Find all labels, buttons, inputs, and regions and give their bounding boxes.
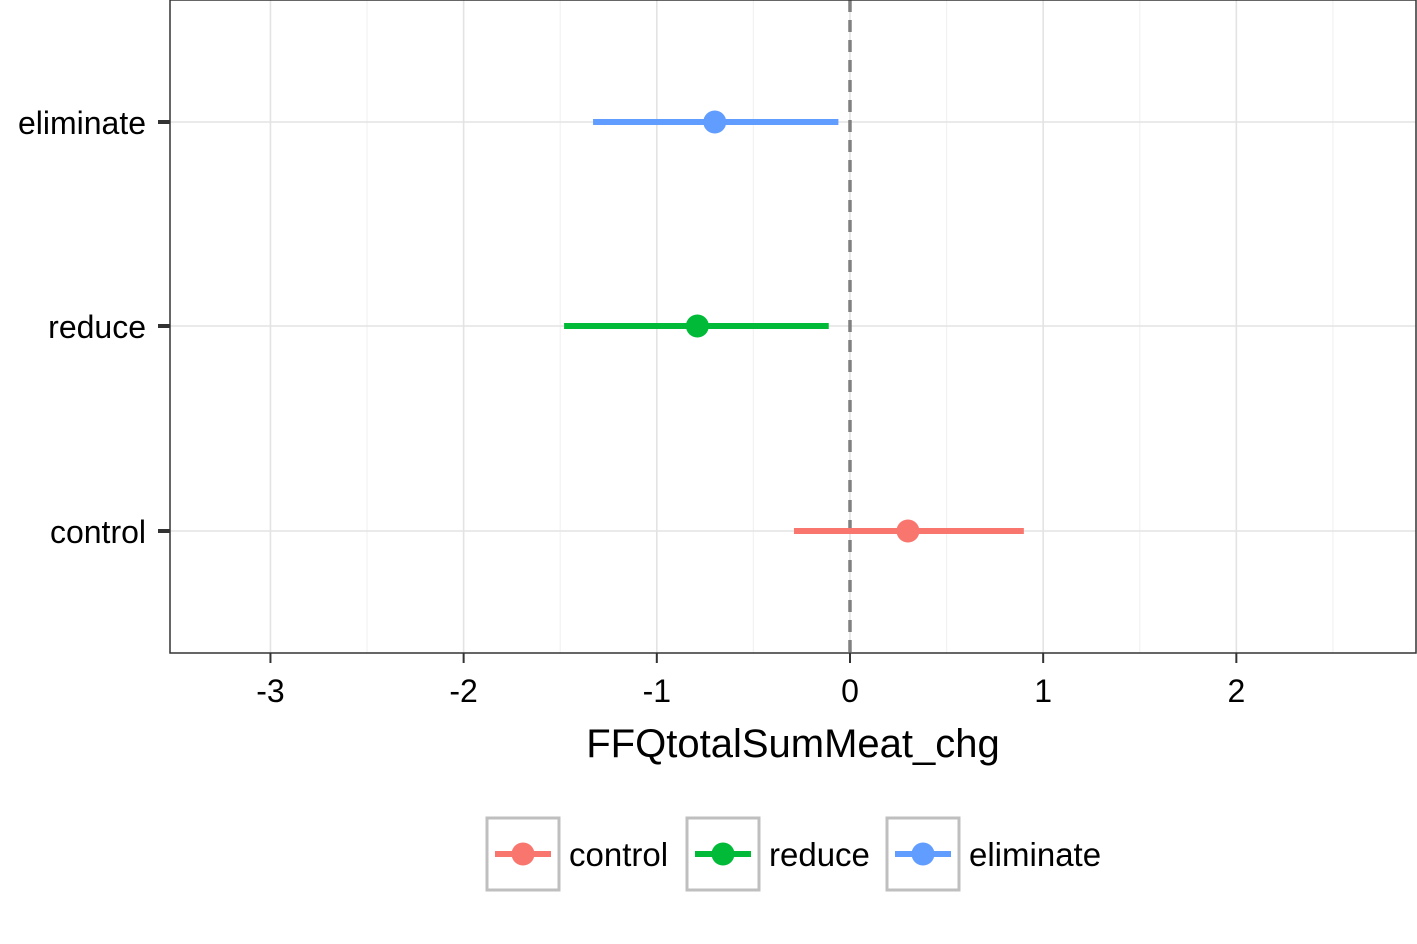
- x-tick-label: -1: [643, 673, 671, 709]
- y-tick-label-reduce: reduce: [48, 309, 146, 345]
- interval-ranges: [564, 110, 1024, 543]
- x-tick-label: -2: [449, 673, 477, 709]
- legend-key-point: [711, 842, 735, 866]
- legend-label: eliminate: [969, 836, 1101, 873]
- x-axis-title: FFQtotalSumMeat_chg: [586, 722, 1000, 766]
- point-estimate-control: [896, 519, 920, 543]
- point-estimate-eliminate: [703, 110, 727, 134]
- x-tick-label: -3: [256, 673, 284, 709]
- point-estimate-reduce: [685, 314, 709, 338]
- x-tick-label: 0: [841, 673, 859, 709]
- legend-label: control: [569, 836, 668, 873]
- legend-item-eliminate: eliminate: [885, 816, 1101, 892]
- y-tick-label-control: control: [50, 514, 146, 550]
- legend-key-point: [911, 842, 935, 866]
- legend-label: reduce: [769, 836, 870, 873]
- y-tick-label-eliminate: eliminate: [18, 105, 146, 141]
- x-tick-label: 1: [1034, 673, 1052, 709]
- y-axis: control reduce eliminate: [18, 105, 170, 550]
- legend-item-reduce: reduce: [685, 816, 870, 892]
- x-axis: -3 -2 -1 0 1 2: [256, 653, 1245, 709]
- legend: control reduce eliminate: [485, 816, 1101, 892]
- legend-item-control: control: [485, 816, 668, 892]
- x-tick-label: 2: [1227, 673, 1245, 709]
- legend-key-point: [511, 842, 535, 866]
